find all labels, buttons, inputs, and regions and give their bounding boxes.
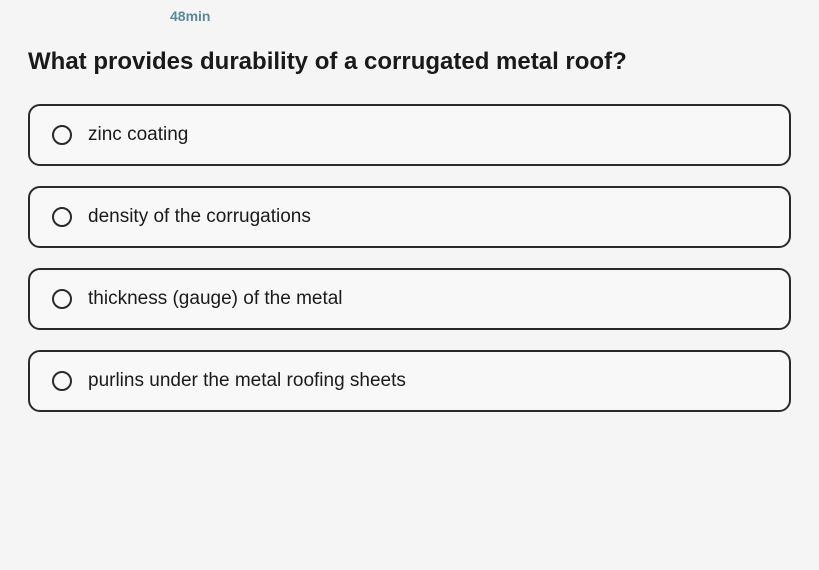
option-1[interactable]: zinc coating [28, 104, 791, 166]
radio-icon [52, 207, 72, 227]
option-4[interactable]: purlins under the metal roofing sheets [28, 350, 791, 412]
option-3[interactable]: thickness (gauge) of the metal [28, 268, 791, 330]
radio-icon [52, 371, 72, 391]
question-text: What provides durability of a corrugated… [28, 48, 791, 76]
options-list: zinc coating density of the corrugations… [28, 104, 791, 412]
timer-display: 48min [0, 0, 819, 28]
option-label: zinc coating [88, 124, 188, 146]
option-2[interactable]: density of the corrugations [28, 186, 791, 248]
option-label: purlins under the metal roofing sheets [88, 370, 406, 392]
option-label: thickness (gauge) of the metal [88, 288, 343, 310]
question-container: What provides durability of a corrugated… [0, 28, 819, 432]
radio-icon [52, 125, 72, 145]
option-label: density of the corrugations [88, 206, 311, 228]
radio-icon [52, 289, 72, 309]
